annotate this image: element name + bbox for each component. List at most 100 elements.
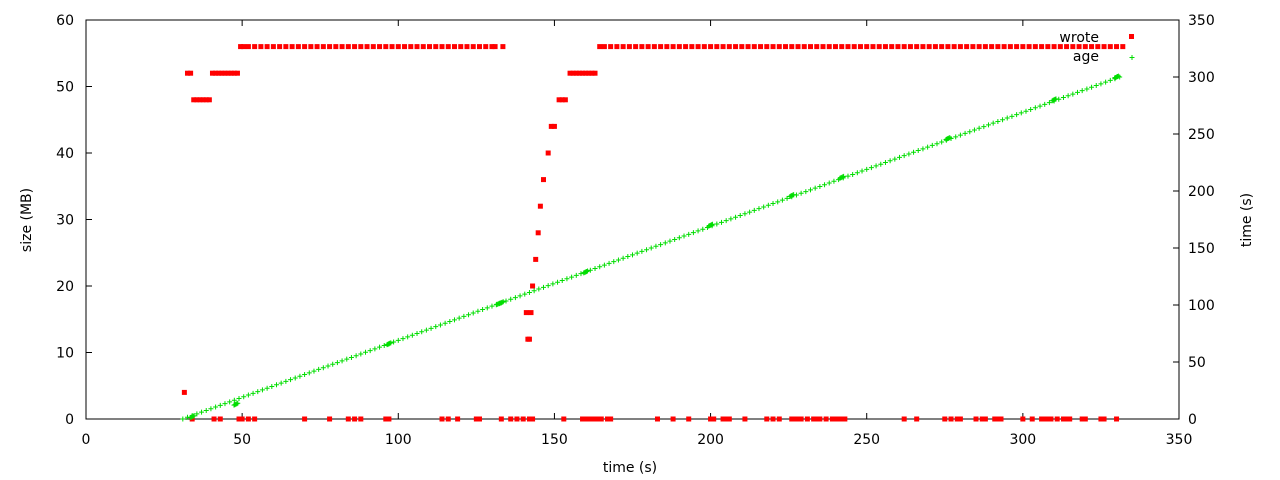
age-point (831, 178, 837, 184)
age-point (756, 206, 762, 212)
wrote-point (795, 44, 801, 50)
age-point (1065, 93, 1071, 99)
wrote-point (500, 44, 506, 50)
age-point (878, 161, 884, 167)
wrote-point (520, 416, 526, 422)
age-point (826, 180, 832, 186)
wrote-point (792, 416, 798, 422)
age-point (191, 413, 197, 419)
wrote-point (414, 44, 420, 50)
age-point (690, 230, 696, 236)
wrote-point (473, 416, 479, 422)
y-tick-label: 30 (56, 213, 74, 229)
wrote-point (823, 416, 829, 422)
age-point (714, 221, 720, 227)
age-point (601, 262, 607, 268)
axis-tick-labels: 0 50 100 150 200 250 300 350 0 10 20 30 40 50 60 0 50 100… (56, 13, 1215, 448)
wrote-point (222, 70, 228, 76)
wrote-point (514, 416, 520, 422)
wrote-point (245, 44, 251, 50)
age-point (817, 183, 823, 189)
wrote-point (498, 416, 504, 422)
age-point (841, 173, 847, 179)
wrote-point (184, 70, 190, 76)
wrote-point (302, 44, 308, 50)
age-point (578, 271, 584, 277)
wrote-point (945, 44, 951, 50)
wrote-point (540, 177, 546, 183)
age-point (812, 185, 818, 191)
age-point (1084, 86, 1090, 92)
age-point (920, 146, 926, 152)
wrote-point (545, 150, 551, 156)
age-point (269, 384, 275, 390)
wrote-point (701, 44, 707, 50)
age-point (784, 195, 790, 201)
age-point (522, 291, 528, 297)
wrote-point (551, 123, 557, 129)
wrote-point (580, 70, 586, 76)
wrote-point (302, 416, 308, 422)
age-point (845, 173, 851, 179)
wrote-point (241, 44, 247, 50)
wrote-point (327, 416, 333, 422)
age-point (929, 142, 935, 148)
age-point (194, 411, 200, 417)
wrote-point (942, 416, 948, 422)
wrote-point (592, 70, 598, 76)
age-point (868, 165, 874, 171)
age-point (761, 204, 767, 210)
age-point (278, 380, 284, 386)
legend-marker-wrote (1129, 34, 1134, 39)
age-point (245, 392, 251, 398)
wrote-point (605, 416, 611, 422)
plot-frame (85, 19, 1180, 420)
age-point (700, 226, 706, 232)
wrote-point (583, 416, 589, 422)
wrote-point (589, 70, 595, 76)
wrote-point (957, 416, 963, 422)
age-point (1028, 106, 1034, 112)
age-point (882, 160, 888, 165)
wrote-point (1014, 44, 1020, 50)
wrote-point (225, 70, 231, 76)
age-point (775, 199, 781, 205)
age-point (217, 402, 223, 408)
wrote-point (995, 44, 1001, 50)
x-axis-label: time (s) (603, 460, 657, 476)
wrote-point (352, 44, 358, 50)
wrote-point (857, 44, 863, 50)
wrote-point (686, 416, 692, 422)
age-point (747, 209, 753, 215)
age-point (854, 170, 860, 176)
age-point (1103, 79, 1109, 85)
age-point (227, 399, 233, 405)
age-point (709, 221, 715, 227)
wrote-point (433, 44, 439, 50)
wrote-point (489, 44, 495, 50)
age-point (653, 243, 659, 249)
age-point (344, 356, 350, 362)
wrote-point (776, 44, 782, 50)
wrote-point (708, 44, 714, 50)
wrote-point (801, 44, 807, 50)
age-point (728, 216, 734, 222)
wrote-point (1020, 44, 1026, 50)
wrote-point (188, 70, 194, 76)
wrote-point (1007, 44, 1013, 50)
wrote-point (1114, 416, 1120, 422)
age-point (447, 319, 453, 325)
wrote-point (932, 44, 938, 50)
age-point (339, 358, 345, 364)
wrote-point (601, 44, 607, 50)
age-point (1023, 108, 1029, 114)
wrote-point (1098, 416, 1104, 422)
wrote-point (626, 44, 632, 50)
age-point (311, 368, 317, 374)
x-tick-label: 150 (541, 432, 568, 448)
age-point (231, 397, 237, 403)
wrote-point (973, 416, 979, 422)
age-point (259, 387, 265, 393)
age-point (306, 370, 312, 376)
age-point (273, 382, 279, 388)
